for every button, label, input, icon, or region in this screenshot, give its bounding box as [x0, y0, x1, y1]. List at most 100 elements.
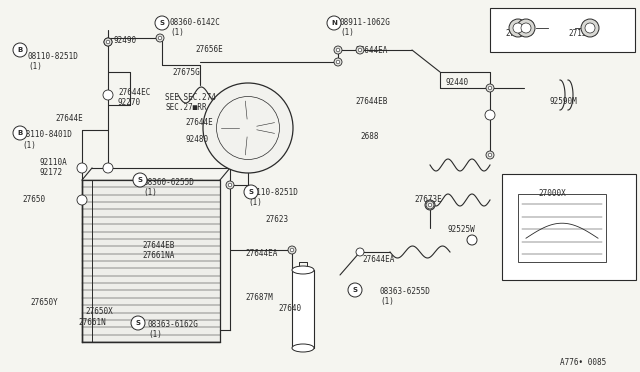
Text: 08110-8401D: 08110-8401D — [22, 130, 73, 139]
Circle shape — [228, 183, 232, 187]
Text: 27000X: 27000X — [538, 189, 566, 198]
Text: SEE SEC.274: SEE SEC.274 — [165, 93, 216, 102]
Text: 08363-6162G: 08363-6162G — [148, 320, 199, 329]
Circle shape — [428, 203, 432, 207]
Text: 27650: 27650 — [22, 195, 45, 204]
Circle shape — [77, 163, 87, 173]
Circle shape — [488, 153, 492, 157]
Circle shape — [336, 48, 340, 52]
Text: 27644EB: 27644EB — [142, 241, 174, 250]
Ellipse shape — [292, 266, 314, 274]
Circle shape — [327, 16, 341, 30]
Text: 92590M: 92590M — [550, 97, 578, 106]
Text: 27644E: 27644E — [55, 114, 83, 123]
Circle shape — [103, 163, 113, 173]
Circle shape — [509, 19, 527, 37]
Circle shape — [290, 248, 294, 252]
Text: S: S — [136, 320, 141, 326]
Circle shape — [336, 60, 340, 64]
Circle shape — [203, 83, 293, 173]
Circle shape — [513, 23, 523, 33]
Text: 27644EB: 27644EB — [355, 97, 387, 106]
Text: (1): (1) — [170, 28, 184, 37]
Text: S: S — [248, 189, 253, 195]
Circle shape — [486, 151, 494, 159]
Text: B: B — [17, 130, 22, 136]
Circle shape — [104, 38, 112, 46]
Circle shape — [425, 200, 435, 210]
Text: 92525W: 92525W — [448, 225, 476, 234]
Text: 27687: 27687 — [505, 29, 528, 38]
Circle shape — [521, 23, 531, 33]
Text: 27650X: 27650X — [85, 307, 113, 316]
Circle shape — [485, 110, 495, 120]
Circle shape — [106, 40, 110, 44]
Circle shape — [334, 58, 342, 66]
Circle shape — [358, 48, 362, 52]
Text: 2688: 2688 — [360, 132, 378, 141]
Circle shape — [467, 235, 477, 245]
Circle shape — [486, 84, 494, 92]
Text: S: S — [353, 287, 358, 293]
Circle shape — [488, 86, 492, 90]
Text: 27644EA: 27644EA — [245, 249, 277, 258]
Circle shape — [348, 283, 362, 297]
Text: 27644EA: 27644EA — [362, 255, 394, 264]
Text: A776• 0085: A776• 0085 — [560, 358, 606, 367]
Text: N: N — [331, 20, 337, 26]
Text: 08360-6142C: 08360-6142C — [170, 18, 221, 27]
Circle shape — [104, 38, 112, 46]
Text: 27675G: 27675G — [172, 68, 200, 77]
Bar — [490, 8, 635, 52]
Text: (1): (1) — [148, 330, 162, 339]
Text: 08110-8251D: 08110-8251D — [28, 52, 79, 61]
Circle shape — [103, 90, 113, 100]
Text: SEC.27■RR: SEC.27■RR — [165, 103, 207, 112]
Text: 27136D: 27136D — [568, 29, 596, 38]
Text: 27644E: 27644E — [185, 118, 212, 127]
Text: S: S — [159, 20, 164, 26]
Text: S: S — [138, 177, 143, 183]
Circle shape — [244, 185, 258, 199]
Circle shape — [585, 23, 595, 33]
Text: 27687M: 27687M — [245, 293, 273, 302]
Text: 27644EA: 27644EA — [355, 46, 387, 55]
Circle shape — [13, 126, 27, 140]
Text: 92490: 92490 — [113, 36, 136, 45]
Circle shape — [156, 34, 164, 42]
Circle shape — [288, 246, 296, 254]
Text: 92440: 92440 — [445, 78, 468, 87]
Circle shape — [226, 181, 234, 189]
Circle shape — [334, 46, 342, 54]
Text: 27650Y: 27650Y — [30, 298, 58, 307]
Text: 08110-8251D: 08110-8251D — [248, 188, 299, 197]
Circle shape — [158, 36, 162, 40]
Text: 08911-1062G: 08911-1062G — [340, 18, 391, 27]
Text: 27623: 27623 — [265, 215, 288, 224]
Text: 27661NA: 27661NA — [142, 251, 174, 260]
Text: 08363-6255D: 08363-6255D — [380, 287, 431, 296]
Circle shape — [581, 19, 599, 37]
Circle shape — [77, 195, 87, 205]
Text: (1): (1) — [380, 297, 394, 306]
Bar — [502, 174, 636, 280]
Bar — [518, 194, 606, 262]
Text: 92270: 92270 — [118, 98, 141, 107]
Ellipse shape — [292, 344, 314, 352]
Circle shape — [131, 316, 145, 330]
Circle shape — [155, 16, 169, 30]
Circle shape — [426, 201, 434, 209]
Text: (1): (1) — [340, 28, 354, 37]
Circle shape — [356, 46, 364, 54]
Text: (1): (1) — [22, 141, 36, 150]
Text: 27640: 27640 — [278, 304, 301, 313]
Circle shape — [13, 43, 27, 57]
Text: 27661N: 27661N — [78, 318, 106, 327]
Text: 08360-6255D: 08360-6255D — [143, 178, 194, 187]
Text: 92110A: 92110A — [40, 158, 68, 167]
Text: 27656E: 27656E — [195, 45, 223, 54]
Text: (1): (1) — [248, 198, 262, 207]
Text: 92480: 92480 — [185, 135, 208, 144]
Bar — [292, 270, 314, 348]
Text: 27644EC: 27644EC — [118, 88, 150, 97]
